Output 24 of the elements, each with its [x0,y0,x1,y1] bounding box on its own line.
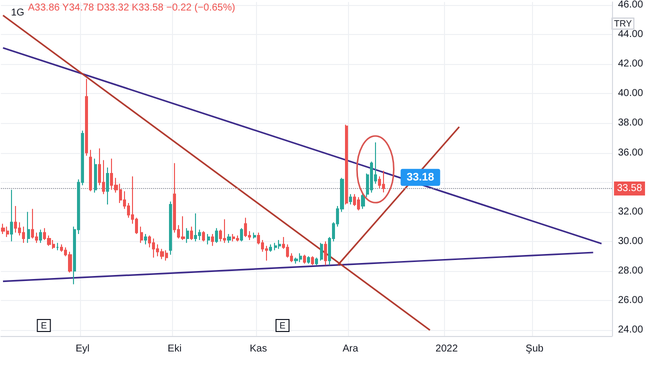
annotation: E [40,320,47,330]
y-axis-title: TRY [614,18,632,29]
x-tick-label: Eki [168,344,182,354]
y-tick-label: 44.00 [618,29,644,40]
y-tick-label: 30.00 [618,236,644,247]
y-tick-label: 24.00 [618,324,644,336]
x-tick-label: Kas [250,344,267,354]
y-tick-label: 42.00 [618,58,644,70]
ref-line-label: 33.58 [617,183,642,194]
annotation: A33.86 Y34.78 D33.32 K33.58 −0.22 (−0.65%) [28,2,236,14]
y-tick-label: 36.00 [618,147,644,158]
y-tick-label: 28.00 [618,265,644,276]
x-tick-label: Ara [342,344,359,354]
y-tick-label: 46.00 [618,0,644,10]
annotation: 33.18 [406,171,434,184]
x-tick-label: Şub [526,344,544,354]
y-tick-label: 38.00 [618,118,644,129]
x-tick-label: Eyl [76,344,90,354]
y-tick-label: 40.00 [618,88,644,100]
annotation: E [280,320,286,330]
x-tick-label: 2022 [436,344,458,354]
y-tick-label: 32.00 [618,206,644,218]
text: 1G [11,8,25,18]
y-tick-label: 26.00 [618,295,644,306]
